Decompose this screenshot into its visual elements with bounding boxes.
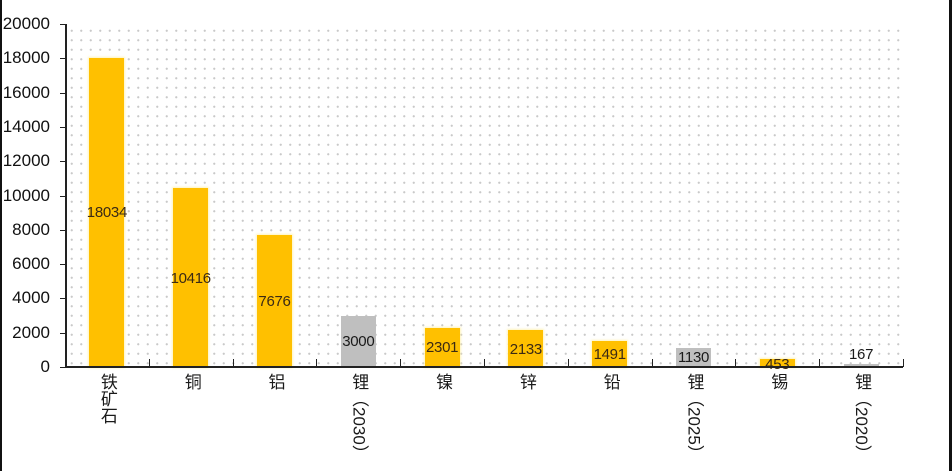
bar: [173, 188, 209, 367]
bar: [508, 330, 544, 367]
bar: [843, 364, 879, 367]
y-tick: [60, 332, 66, 334]
y-tick: [60, 126, 66, 128]
x-axis-line: [65, 366, 903, 368]
x-category-label: 锡: [768, 373, 788, 390]
y-tick-label: 14000: [2, 116, 50, 136]
y-tick-label: 10000: [2, 185, 50, 205]
x-tick: [316, 359, 318, 367]
x-category-label: 铝: [265, 373, 285, 390]
x-category-label: 锂（2030）: [349, 373, 369, 462]
bar: [340, 315, 376, 367]
data-label: 10416: [170, 269, 212, 287]
y-tick: [60, 58, 66, 60]
x-tick: [735, 359, 737, 367]
x-tick: [903, 359, 904, 367]
x-category-label: 镍: [433, 373, 453, 390]
x-tick: [651, 359, 653, 367]
bar: [257, 235, 292, 367]
frame-right-border: [949, 0, 952, 471]
data-label: 3000: [342, 333, 375, 351]
data-label: 7676: [258, 293, 291, 311]
x-tick: [400, 359, 402, 367]
y-tick-label: 6000: [12, 254, 50, 274]
bar: [676, 347, 711, 367]
y-tick-label: 8000: [12, 219, 50, 239]
data-label: 2301: [426, 339, 459, 357]
x-category-label: 铁矿石: [97, 373, 117, 424]
y-tick-label: 12000: [2, 151, 50, 171]
data-label: 167: [849, 346, 874, 364]
y-tick: [60, 161, 66, 163]
y-tick: [60, 264, 66, 266]
x-category-label: 铜: [181, 373, 201, 390]
y-tick-label: 20000: [2, 14, 50, 33]
x-category-label: 锌: [516, 373, 536, 390]
y-tick-label: 2000: [12, 322, 50, 342]
y-tick-label: 0: [40, 357, 50, 376]
x-tick: [567, 359, 569, 367]
y-tick-label: 16000: [2, 82, 50, 102]
x-tick: [148, 359, 150, 367]
data-label: 1491: [593, 346, 626, 364]
x-tick: [819, 359, 821, 367]
x-tick: [484, 359, 485, 367]
x-category-label: 锂（2020）: [852, 373, 872, 462]
bar: [592, 341, 628, 367]
data-label: 18034: [86, 204, 128, 222]
bar: [89, 57, 125, 367]
data-label: 453: [765, 356, 790, 373]
data-label: 2133: [509, 340, 542, 358]
frame-left-border: [0, 0, 2, 471]
y-tick: [60, 367, 66, 368]
y-tick: [60, 24, 66, 25]
bar: [424, 327, 460, 367]
x-tick: [232, 359, 234, 367]
x-category-label: 锂（2025）: [684, 373, 704, 462]
y-tick-label: 18000: [2, 48, 50, 68]
y-tick-label: 4000: [12, 288, 50, 308]
y-tick: [60, 92, 66, 94]
y-tick: [60, 229, 66, 231]
y-axis-line: [65, 24, 67, 368]
y-tick: [60, 195, 66, 197]
y-tick: [60, 298, 66, 300]
data-label: 1130: [677, 349, 710, 367]
x-category-label: 铅: [600, 373, 620, 390]
bar: [759, 359, 795, 367]
